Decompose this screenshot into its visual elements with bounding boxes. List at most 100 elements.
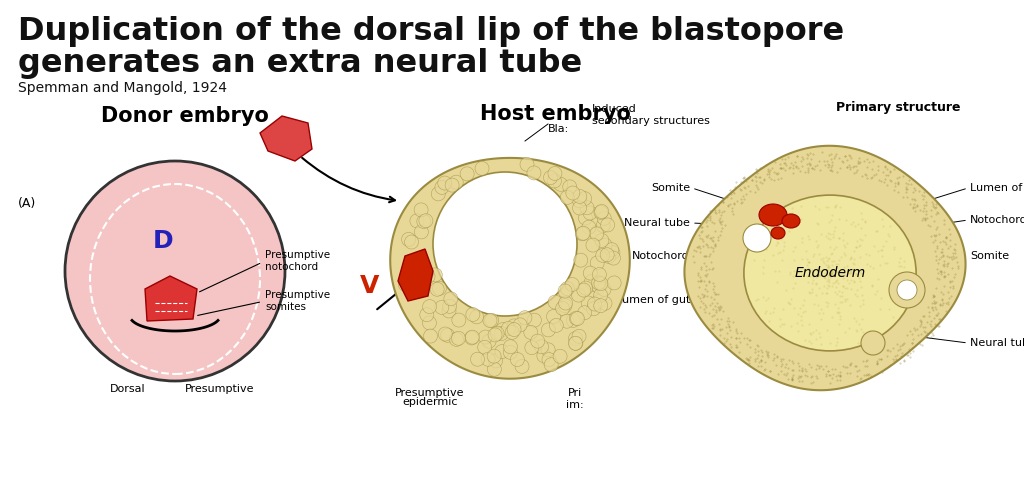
Circle shape xyxy=(415,262,429,276)
Polygon shape xyxy=(260,116,312,161)
Circle shape xyxy=(435,301,449,314)
Circle shape xyxy=(413,270,427,285)
Circle shape xyxy=(560,282,574,296)
Circle shape xyxy=(578,306,592,320)
Circle shape xyxy=(566,313,581,327)
Circle shape xyxy=(420,266,433,280)
Circle shape xyxy=(568,336,583,350)
Circle shape xyxy=(437,176,452,190)
Circle shape xyxy=(424,329,437,343)
Circle shape xyxy=(513,318,527,332)
Circle shape xyxy=(404,235,419,249)
Circle shape xyxy=(505,325,519,339)
Text: Induced: Induced xyxy=(592,104,637,114)
Circle shape xyxy=(525,341,539,355)
Text: Notochord: Notochord xyxy=(970,215,1024,225)
Circle shape xyxy=(563,180,577,194)
Circle shape xyxy=(419,214,433,228)
Circle shape xyxy=(478,330,493,344)
Circle shape xyxy=(596,248,609,262)
Circle shape xyxy=(572,194,587,208)
Text: Dorsal: Dorsal xyxy=(110,384,145,394)
Text: secondary structures: secondary structures xyxy=(592,116,710,126)
Circle shape xyxy=(495,345,509,359)
Circle shape xyxy=(594,205,608,219)
Circle shape xyxy=(592,276,605,290)
Circle shape xyxy=(428,268,442,282)
Text: (A): (A) xyxy=(18,197,36,210)
Text: Presumptive
somites: Presumptive somites xyxy=(198,290,330,315)
Circle shape xyxy=(430,282,444,296)
Circle shape xyxy=(518,310,531,325)
Circle shape xyxy=(417,215,431,229)
Circle shape xyxy=(495,327,508,341)
Circle shape xyxy=(569,311,584,325)
Circle shape xyxy=(560,190,574,204)
Circle shape xyxy=(544,171,557,185)
Ellipse shape xyxy=(759,204,787,226)
Text: Presumptive
notochord: Presumptive notochord xyxy=(200,250,330,292)
Circle shape xyxy=(401,232,416,247)
Text: Endoderm: Endoderm xyxy=(795,266,865,280)
Circle shape xyxy=(443,292,458,306)
Circle shape xyxy=(889,272,925,308)
Circle shape xyxy=(544,358,558,372)
Circle shape xyxy=(502,321,515,335)
Circle shape xyxy=(527,166,541,180)
Circle shape xyxy=(490,326,504,340)
Circle shape xyxy=(433,172,577,316)
Circle shape xyxy=(452,331,466,345)
Circle shape xyxy=(565,277,580,292)
Circle shape xyxy=(572,329,586,343)
Circle shape xyxy=(592,295,606,309)
Circle shape xyxy=(535,340,549,354)
Circle shape xyxy=(578,191,592,206)
Circle shape xyxy=(592,280,606,294)
Circle shape xyxy=(587,302,600,316)
Circle shape xyxy=(602,249,615,263)
Circle shape xyxy=(560,314,573,328)
Circle shape xyxy=(588,278,601,292)
Circle shape xyxy=(488,328,502,342)
Ellipse shape xyxy=(782,214,800,228)
Circle shape xyxy=(586,238,600,252)
Circle shape xyxy=(582,296,595,310)
Circle shape xyxy=(568,331,583,345)
Circle shape xyxy=(504,340,517,354)
Circle shape xyxy=(588,297,601,311)
Circle shape xyxy=(579,281,593,295)
Circle shape xyxy=(470,310,483,324)
Circle shape xyxy=(510,353,524,367)
Circle shape xyxy=(481,352,496,366)
Circle shape xyxy=(507,322,521,337)
Circle shape xyxy=(584,266,597,280)
Circle shape xyxy=(606,251,621,265)
Text: Bla:: Bla: xyxy=(548,124,569,134)
Circle shape xyxy=(477,340,492,354)
Circle shape xyxy=(547,310,560,323)
Circle shape xyxy=(572,189,587,203)
Circle shape xyxy=(577,226,590,240)
Circle shape xyxy=(607,276,622,290)
Polygon shape xyxy=(145,276,197,321)
Circle shape xyxy=(460,167,474,181)
Polygon shape xyxy=(398,249,433,301)
Text: Pri
im:: Pri im: xyxy=(566,388,584,410)
Circle shape xyxy=(471,352,484,366)
Circle shape xyxy=(530,334,545,348)
Circle shape xyxy=(440,328,455,342)
Text: Host embryo: Host embryo xyxy=(480,104,631,124)
Circle shape xyxy=(598,296,612,310)
Circle shape xyxy=(573,253,588,267)
Circle shape xyxy=(412,261,425,275)
Circle shape xyxy=(507,319,521,333)
Circle shape xyxy=(592,267,606,282)
Circle shape xyxy=(582,220,596,234)
Circle shape xyxy=(743,224,771,252)
Text: epidermic: epidermic xyxy=(402,397,458,407)
Circle shape xyxy=(554,177,567,191)
Ellipse shape xyxy=(771,227,785,239)
Circle shape xyxy=(452,313,466,327)
Circle shape xyxy=(483,313,497,327)
Circle shape xyxy=(548,167,562,181)
